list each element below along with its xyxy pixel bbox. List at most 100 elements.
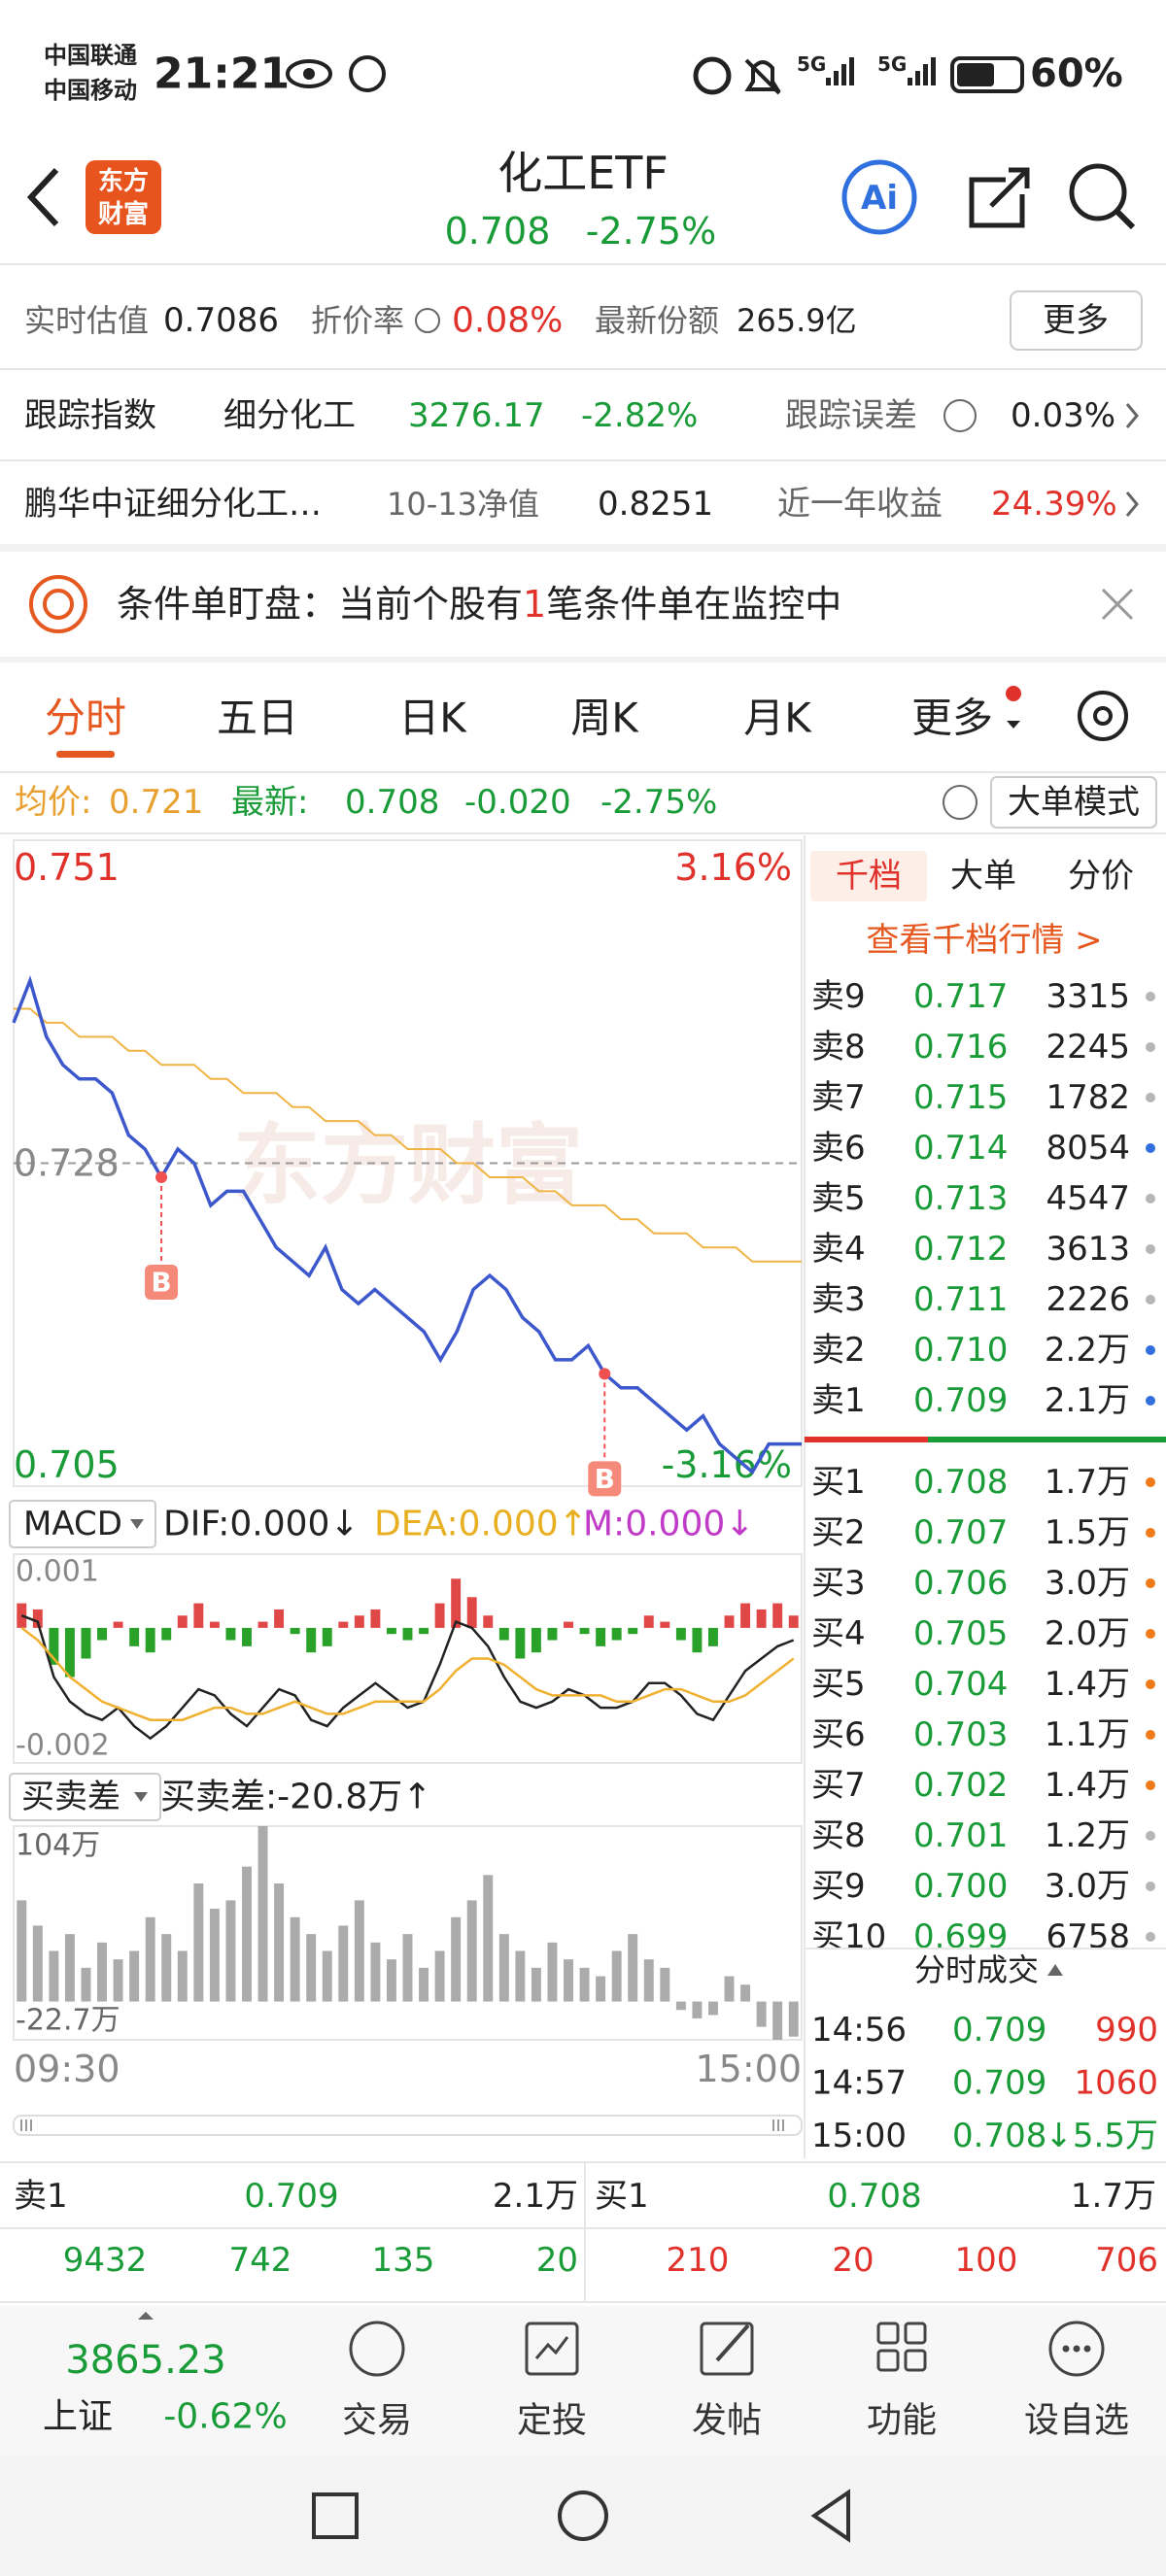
spread-bar bbox=[49, 1950, 59, 2002]
order-size: 9432 bbox=[63, 2241, 148, 2280]
index-change[interactable]: -0.62% bbox=[163, 2397, 287, 2437]
spread-bar bbox=[370, 1942, 381, 2002]
mode-button-label[interactable]: 大单模式 bbox=[1008, 783, 1140, 822]
book-link[interactable]: 查看千档行情 > bbox=[866, 921, 1102, 960]
close-button bbox=[1101, 588, 1134, 621]
spread-title[interactable]: 买卖差 bbox=[21, 1778, 120, 1816]
book-volume: 1.4万 bbox=[1045, 1766, 1130, 1805]
logo-text: 财富 bbox=[98, 199, 149, 229]
trade-price: 0.709 bbox=[952, 2064, 1046, 2103]
book-tab[interactable]: 分价 bbox=[1068, 857, 1134, 896]
back-button[interactable] bbox=[26, 167, 59, 227]
nav-item[interactable]: 发帖 bbox=[692, 2401, 762, 2441]
nav-item[interactable]: 功能 bbox=[867, 2401, 937, 2441]
book-level: 卖1 bbox=[811, 1381, 866, 1420]
watermark: 东方财富 bbox=[233, 1115, 583, 1217]
more-button-label[interactable]: 更多 bbox=[1043, 301, 1109, 340]
book-volume: 1782 bbox=[1046, 1078, 1130, 1117]
book-dot bbox=[1146, 1194, 1155, 1203]
macd-bar bbox=[81, 1627, 91, 1659]
order-size: 706 bbox=[1095, 2241, 1158, 2280]
nav-item[interactable]: 定投 bbox=[517, 2401, 587, 2441]
settings-button[interactable] bbox=[1078, 691, 1128, 741]
book-level: 买6 bbox=[811, 1715, 866, 1754]
book-level: 卖3 bbox=[811, 1280, 866, 1319]
period-tab[interactable]: 分时 bbox=[45, 695, 126, 742]
spread-bar bbox=[466, 1900, 477, 2002]
ai-button-label[interactable]: Ai bbox=[861, 179, 898, 218]
macd-bar bbox=[756, 1609, 767, 1628]
trades-title[interactable]: 分时成交 bbox=[914, 1951, 1039, 1988]
spread-bar bbox=[660, 1967, 670, 2002]
period-tab[interactable]: 日K bbox=[398, 695, 467, 742]
book-tab[interactable]: 千档 bbox=[836, 857, 902, 896]
spread-bar bbox=[708, 2001, 718, 2016]
chevron[interactable] bbox=[1125, 403, 1139, 428]
alarm-icon bbox=[693, 56, 732, 95]
spread-bar bbox=[579, 1967, 590, 2002]
macd-bar bbox=[49, 1627, 59, 1665]
dea-label: DEA:0.000↑ bbox=[374, 1505, 588, 1544]
macd-bar bbox=[354, 1615, 364, 1628]
period-tab[interactable]: 周K bbox=[570, 695, 639, 742]
book-dot bbox=[1146, 1730, 1155, 1740]
book-tab[interactable]: 大单 bbox=[950, 857, 1016, 896]
network: 5G bbox=[797, 52, 826, 76]
macd-bar bbox=[611, 1627, 622, 1641]
macd-bar bbox=[161, 1627, 172, 1641]
dropdown-caret bbox=[134, 1792, 148, 1802]
spread-bar bbox=[354, 1900, 364, 2002]
macd-bar bbox=[386, 1627, 396, 1635]
period-tab[interactable]: 月K bbox=[743, 695, 812, 742]
more-button bbox=[1010, 290, 1143, 351]
macd-bar bbox=[338, 1621, 349, 1628]
settings-button[interactable] bbox=[1093, 706, 1113, 726]
book-price: 0.702 bbox=[913, 1766, 1008, 1805]
index-value[interactable]: 3865.23 bbox=[65, 2338, 225, 2383]
share-button[interactable] bbox=[969, 167, 1030, 228]
macd-title[interactable]: MACD bbox=[23, 1505, 122, 1543]
back-nav-button[interactable] bbox=[810, 2489, 850, 2543]
index-name[interactable]: 上证 bbox=[43, 2397, 113, 2437]
nav-icon bbox=[700, 2322, 754, 2376]
macd-bar bbox=[660, 1621, 670, 1628]
spread-bar bbox=[451, 1916, 462, 2002]
banner-icon bbox=[43, 589, 74, 620]
nav-icon bbox=[1062, 2345, 1070, 2353]
spread-bar bbox=[402, 1934, 413, 2002]
book-price: 0.715 bbox=[913, 1078, 1008, 1117]
nav-icon bbox=[1073, 2345, 1080, 2353]
macd-bar bbox=[225, 1627, 236, 1641]
price-line bbox=[14, 1007, 802, 1263]
period-tab[interactable]: 五日 bbox=[217, 695, 298, 742]
macd-bar bbox=[242, 1627, 252, 1646]
spread-bar bbox=[177, 1950, 188, 2002]
home-button[interactable] bbox=[558, 2491, 608, 2541]
ai-button[interactable] bbox=[841, 159, 917, 235]
spread-bar bbox=[322, 1950, 332, 2002]
book-dot bbox=[1146, 1932, 1155, 1942]
signal-bar bbox=[931, 57, 936, 85]
banner-text: 条件单盯盘：当前个股有 bbox=[117, 583, 523, 626]
nav-item[interactable]: 设自选 bbox=[1024, 2401, 1129, 2441]
macd-bar bbox=[692, 1627, 703, 1653]
spread-bar bbox=[756, 2001, 767, 2027]
nav-icon bbox=[1048, 2321, 1105, 2377]
quote-price: 0.708 bbox=[827, 2177, 921, 2216]
book-price: 0.717 bbox=[913, 977, 1008, 1016]
nav-item[interactable]: 交易 bbox=[342, 2401, 412, 2441]
spread-bar bbox=[113, 1959, 123, 2002]
spread-bar bbox=[145, 1916, 155, 2002]
book-volume: 3315 bbox=[1046, 977, 1130, 1016]
book-volume: 1.4万 bbox=[1045, 1665, 1130, 1704]
trade-price: 0.708 bbox=[952, 2117, 1046, 2155]
chevron[interactable] bbox=[1125, 491, 1139, 517]
book-cover bbox=[806, 1949, 1166, 2007]
book-dot bbox=[1146, 1244, 1155, 1254]
search-button[interactable] bbox=[1069, 163, 1127, 221]
recent-apps-button bbox=[312, 2492, 359, 2539]
trade-volume: 990 bbox=[1095, 2011, 1158, 2050]
help-icon bbox=[415, 308, 440, 333]
period-tab[interactable]: 更多 bbox=[911, 695, 993, 742]
